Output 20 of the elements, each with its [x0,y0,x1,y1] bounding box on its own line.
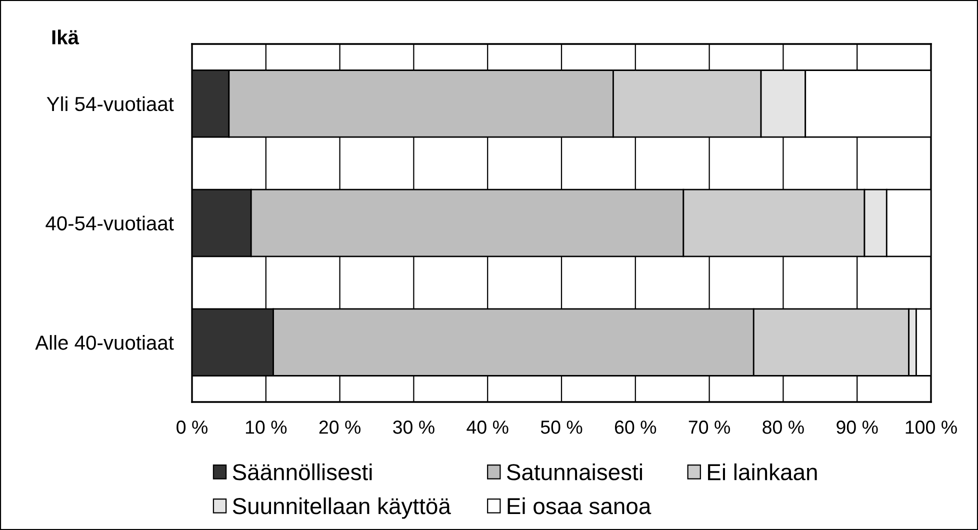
x-tick-label: 20 % [319,420,360,434]
x-tick-label: 70 % [688,420,730,434]
x-tick-label: 100 % [906,420,957,434]
x-tick-label: 60 % [614,420,656,434]
x-tick-label: 10 % [246,420,287,434]
legend-label: Satunnaisesti [506,463,642,480]
y-tick-label: 40-54-vuotiaat [46,216,174,230]
x-tick-label: 40 % [466,420,508,434]
x-tick-label: 90 % [836,420,878,434]
legend-label: Säännöllisesti [232,463,372,480]
y-axis-title: Ikä [52,30,80,44]
x-tick-label: 50 % [540,420,582,434]
legend-label: Suunnitellaan käyttöä [232,497,451,519]
y-tick-label: Yli 54-vuotiaat [46,96,174,112]
x-tick-label: 0 % [176,420,208,434]
x-tick-label: 30 % [393,420,434,434]
x-tick-label: 80 % [762,420,804,434]
legend-label: Ei lainkaan [708,463,817,480]
legend-label: Ei osaa sanoa [508,497,652,514]
y-tick-label: Alle 40-vuotiaat [35,335,174,350]
